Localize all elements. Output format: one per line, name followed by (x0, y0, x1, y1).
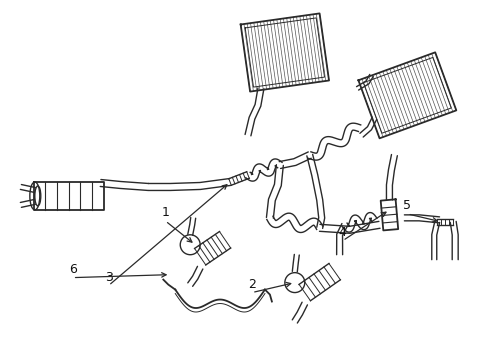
Text: 3: 3 (104, 271, 113, 284)
Text: 5: 5 (403, 199, 412, 212)
Text: 2: 2 (248, 278, 256, 291)
Text: 1: 1 (161, 206, 169, 219)
Text: 4: 4 (339, 226, 346, 239)
Text: 6: 6 (69, 263, 76, 276)
